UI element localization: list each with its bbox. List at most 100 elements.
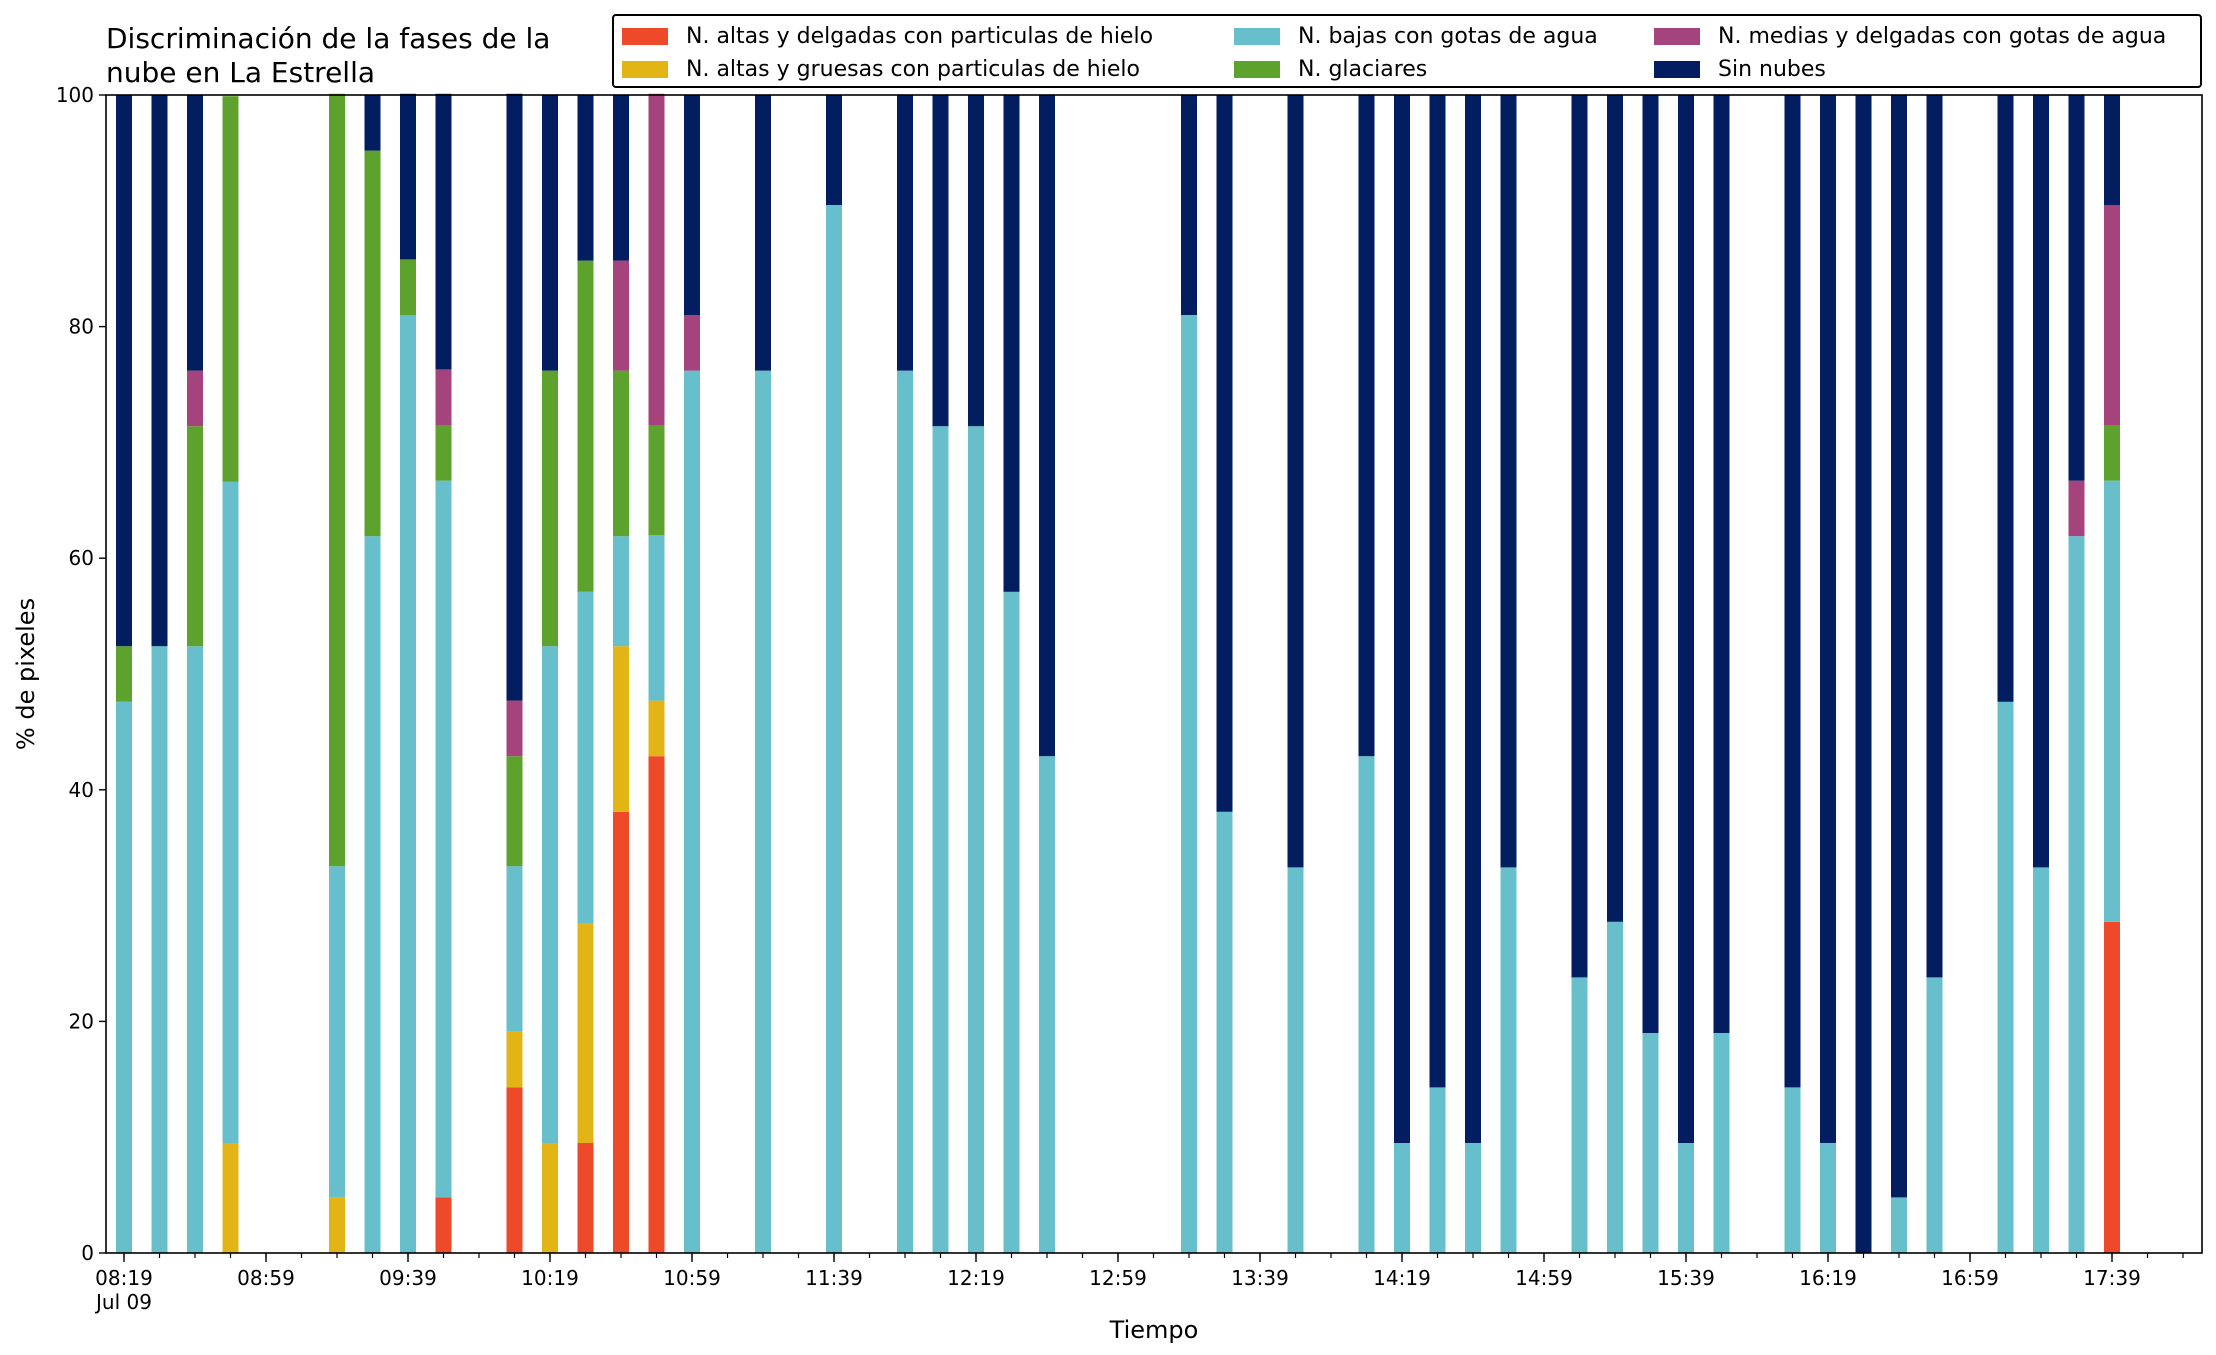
legend-label: N. medias y delgadas con gotas de agua bbox=[1718, 24, 2167, 49]
legend-swatch bbox=[1234, 28, 1280, 45]
bar-segment-1219-s5 bbox=[968, 95, 984, 427]
bar-segment-1039-s0 bbox=[613, 811, 629, 1253]
bar-segment-1139-s5 bbox=[826, 95, 842, 205]
bar-segment-1419-s5 bbox=[1394, 95, 1410, 1143]
bar-segment-1349-s5 bbox=[1287, 95, 1304, 868]
bar-segment-1429-s2 bbox=[1429, 1087, 1446, 1253]
bar-segment-1009-s0 bbox=[506, 1087, 523, 1253]
bar-segment-1039-s3 bbox=[613, 370, 629, 537]
legend-label: N. altas y gruesas con particulas de hie… bbox=[686, 57, 1140, 82]
x-tick-label: 08:19 bbox=[95, 1266, 153, 1290]
bar-segment-1059-s2 bbox=[684, 370, 700, 1254]
bar-segment-1609-s5 bbox=[1784, 95, 1801, 1088]
y-tick-label: 60 bbox=[69, 546, 94, 570]
x-tick-label: 10:19 bbox=[521, 1266, 579, 1290]
bar-segment-0819-s3 bbox=[116, 646, 132, 702]
bar-segment-1719-s5 bbox=[2033, 95, 2049, 868]
bars-layer bbox=[116, 93, 2120, 1254]
bar-segment-1039-s5 bbox=[613, 95, 629, 261]
bar-segment-1509-s2 bbox=[1571, 977, 1588, 1253]
legend-item: N. altas y delgadas con particulas de hi… bbox=[622, 24, 1153, 49]
bar-segment-1139-s2 bbox=[826, 205, 842, 1253]
bar-segment-0949-s0 bbox=[435, 1197, 452, 1253]
plot-frame bbox=[105, 94, 2203, 1254]
bar-segment-1439-s2 bbox=[1465, 1143, 1481, 1253]
bar-segment-0849-s1 bbox=[222, 1143, 239, 1253]
legend-item: N. glaciares bbox=[1234, 57, 1427, 82]
bar-segment-1209-s2 bbox=[932, 426, 949, 1253]
x-tick-label: 09:39 bbox=[379, 1266, 437, 1290]
bar-segment-0949-s3 bbox=[435, 425, 452, 481]
x-tick-label: 17:39 bbox=[2083, 1266, 2141, 1290]
bar-segment-1019-s1 bbox=[542, 1143, 558, 1253]
bar-segment-1729-s4 bbox=[2068, 480, 2085, 537]
y-tick-label: 40 bbox=[69, 778, 94, 802]
bar-segment-1349-s2 bbox=[1287, 867, 1304, 1253]
bar-segment-0949-s4 bbox=[435, 369, 452, 425]
bar-segment-0829-s5 bbox=[151, 95, 168, 647]
bar-segment-1049-s1 bbox=[648, 700, 665, 757]
bar-segment-1739-s5 bbox=[2104, 95, 2120, 205]
legend-swatch bbox=[622, 61, 668, 78]
bar-segment-1019-s2 bbox=[542, 646, 558, 1143]
bar-segment-1029-s3 bbox=[577, 260, 594, 592]
bar-segment-0829-s2 bbox=[151, 646, 168, 1253]
x-tick-label: 12:19 bbox=[947, 1266, 1005, 1290]
legend-item: N. bajas con gotas de agua bbox=[1234, 24, 1598, 49]
y-tick-label: 100 bbox=[56, 83, 94, 107]
bar-segment-0929-s5 bbox=[364, 95, 381, 151]
bar-segment-1639-s5 bbox=[1891, 95, 1907, 1198]
bar-segment-1629-s5 bbox=[1855, 95, 1872, 1253]
bar-segment-0939-s5 bbox=[400, 93, 416, 260]
bar-segment-1039-s1 bbox=[613, 646, 629, 812]
bar-segment-1049-s2 bbox=[648, 535, 665, 701]
bar-segment-1039-s2 bbox=[613, 536, 629, 647]
bar-segment-1029-s0 bbox=[577, 1143, 594, 1253]
x-tick-label: 13:39 bbox=[1231, 1266, 1289, 1290]
bar-segment-1719-s2 bbox=[2033, 867, 2049, 1253]
bar-segment-0819-s2 bbox=[116, 701, 132, 1253]
bar-segment-0919-s3 bbox=[329, 93, 345, 867]
bar-segment-0849-s3 bbox=[222, 96, 239, 482]
bar-segment-1519-s5 bbox=[1607, 95, 1623, 922]
bar-segment-0949-s5 bbox=[435, 93, 452, 370]
bar-segment-1649-s5 bbox=[1926, 95, 1943, 978]
bar-segment-1709-s2 bbox=[1997, 701, 2014, 1253]
legend-swatch bbox=[622, 28, 668, 45]
bar-segment-1009-s4 bbox=[506, 700, 523, 757]
legend-item: N. altas y gruesas con particulas de hie… bbox=[622, 57, 1140, 82]
bar-segment-1449-s2 bbox=[1500, 867, 1517, 1253]
legend-label: Sin nubes bbox=[1718, 57, 1826, 82]
bar-segment-1019-s3 bbox=[542, 370, 558, 647]
bar-segment-0839-s4 bbox=[187, 370, 203, 427]
bar-segment-1039-s4 bbox=[613, 260, 629, 371]
bar-segment-0919-s2 bbox=[329, 866, 345, 1198]
bar-segment-0819-s5 bbox=[116, 95, 132, 647]
bar-segment-1219-s2 bbox=[968, 426, 984, 1253]
bar-segment-1009-s2 bbox=[506, 866, 523, 1032]
chart-legend: N. altas y delgadas con particulas de hi… bbox=[612, 14, 2202, 88]
bar-segment-1409-s2 bbox=[1358, 756, 1375, 1253]
bar-segment-1519-s2 bbox=[1607, 921, 1623, 1253]
y-tick-label: 20 bbox=[69, 1009, 94, 1033]
x-tick-label: 16:59 bbox=[1941, 1266, 1999, 1290]
bar-segment-1059-s4 bbox=[684, 315, 700, 371]
chart-title: Discriminación de la fases de la nube en… bbox=[106, 22, 551, 89]
bar-segment-1439-s5 bbox=[1465, 95, 1481, 1143]
bar-segment-0839-s5 bbox=[187, 95, 203, 371]
legend-item: N. medias y delgadas con gotas de agua bbox=[1654, 24, 2166, 49]
bar-segment-1029-s5 bbox=[577, 95, 594, 261]
bar-segment-0949-s2 bbox=[435, 480, 452, 1198]
bar-segment-1049-s0 bbox=[648, 756, 665, 1253]
x-tick-label: 12:59 bbox=[1089, 1266, 1147, 1290]
legend-swatch bbox=[1234, 61, 1280, 78]
bar-segment-1609-s2 bbox=[1784, 1087, 1801, 1253]
x-tick-label: 08:59 bbox=[237, 1266, 295, 1290]
bar-segment-1529-s5 bbox=[1642, 95, 1659, 1033]
x-tick-label: 15:39 bbox=[1657, 1266, 1715, 1290]
bar-segment-1539-s5 bbox=[1678, 95, 1694, 1143]
bar-segment-1009-s3 bbox=[506, 756, 523, 867]
bar-segment-0939-s3 bbox=[400, 259, 416, 315]
bar-segment-1049-s4 bbox=[648, 93, 665, 426]
